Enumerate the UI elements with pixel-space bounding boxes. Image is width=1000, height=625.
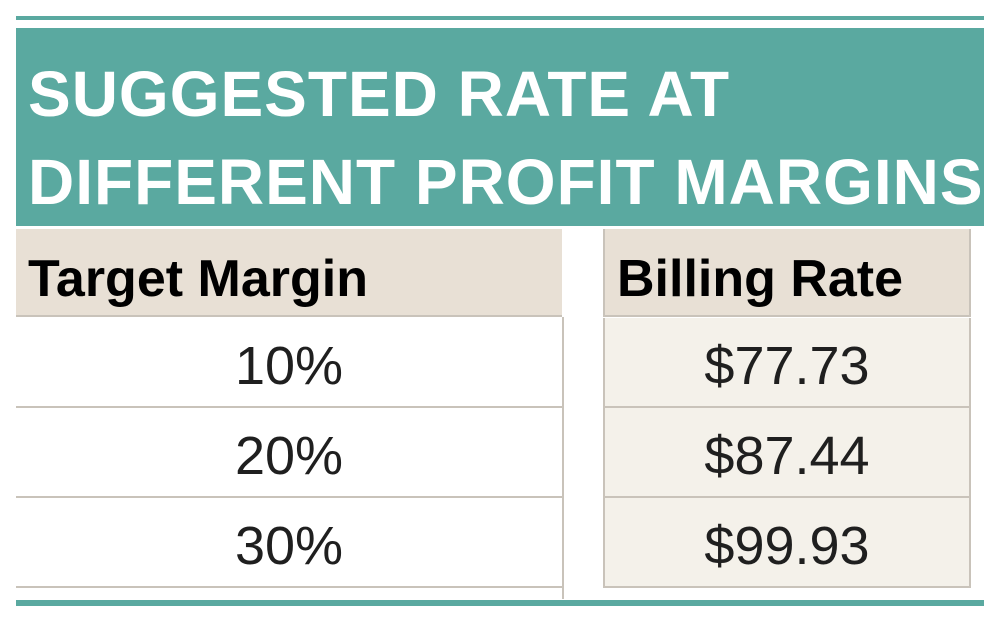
target-margin-column: Target Margin 10% 20% 30% [16,229,564,599]
cell-value: $77.73 [704,336,870,396]
banner-title-line-1: SUGGESTED RATE AT [28,58,731,130]
title-banner[interactable]: SUGGESTED RATE AT DIFFERENT PROFIT MARGI… [16,28,984,226]
column-divider [562,317,564,599]
banner-title-line-2: DIFFERENT PROFIT MARGINS [28,146,984,218]
cell-value: 10% [234,336,344,396]
cell-value: $99.93 [704,516,870,576]
cell-value: $87.44 [704,426,870,486]
cell-billing-rate-row-2[interactable]: $87.44 [603,408,971,498]
bottom-accent-rule [16,600,984,606]
cell-target-margin-row-2[interactable]: 20% [16,408,562,498]
cell-billing-rate-row-3[interactable]: $99.93 [603,498,971,588]
header-target-margin[interactable]: Target Margin [16,229,562,317]
cell-target-margin-row-3[interactable]: 30% [16,498,562,588]
cell-value: 30% [234,516,344,576]
header-billing-rate[interactable]: Billing Rate [603,229,971,317]
cell-billing-rate-row-1[interactable]: $77.73 [603,318,971,408]
cell-target-margin-row-1[interactable]: 10% [16,318,562,408]
banner-title: SUGGESTED RATE AT DIFFERENT PROFIT MARGI… [28,50,984,226]
cell-value: 20% [234,426,344,486]
top-accent-rule [16,16,984,20]
billing-rate-column: Billing Rate $77.73 $87.44 $99.93 [603,229,971,599]
